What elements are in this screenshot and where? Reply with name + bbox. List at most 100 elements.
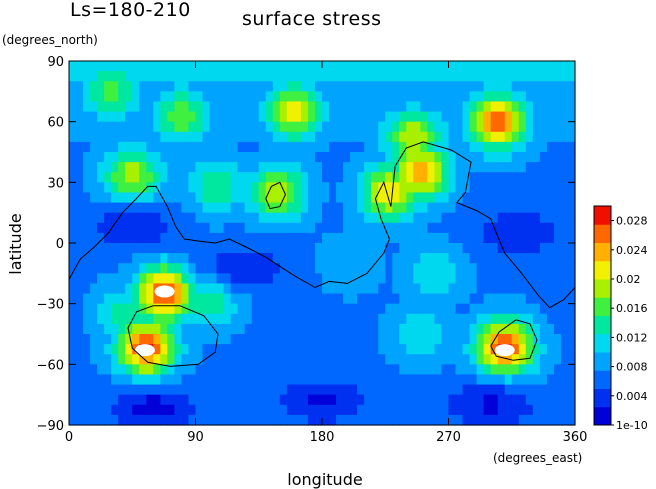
heatmap-cell bbox=[511, 323, 520, 335]
heatmap-cell bbox=[132, 313, 140, 325]
heatmap-cell bbox=[223, 172, 232, 183]
heatmap-cell bbox=[399, 91, 407, 103]
heatmap-cell bbox=[181, 243, 190, 254]
heatmap-cell bbox=[350, 263, 358, 274]
heatmap-cell bbox=[371, 243, 379, 254]
heatmap-cell bbox=[343, 394, 351, 406]
heatmap-cell bbox=[76, 212, 84, 224]
heatmap-cell bbox=[265, 101, 274, 113]
heatmap-cell bbox=[392, 131, 400, 143]
heatmap-cell bbox=[385, 354, 393, 365]
heatmap-cell bbox=[216, 192, 225, 204]
heatmap-cell bbox=[111, 131, 119, 143]
heatmap-cell bbox=[181, 111, 190, 123]
heatmap-cell bbox=[434, 91, 443, 103]
heatmap-cell bbox=[181, 141, 190, 153]
heatmap-cell bbox=[420, 253, 429, 264]
heatmap-cell bbox=[385, 243, 393, 254]
heatmap-cell bbox=[336, 313, 344, 325]
heatmap-cell bbox=[483, 414, 492, 426]
heatmap-cell bbox=[160, 131, 168, 143]
heatmap-cell bbox=[188, 283, 197, 295]
heatmap-cell bbox=[532, 182, 541, 194]
heatmap-cell bbox=[223, 222, 232, 234]
heatmap-cell bbox=[90, 303, 98, 315]
heatmap-cell bbox=[132, 243, 140, 254]
heatmap-cell bbox=[272, 364, 281, 376]
heatmap-cell bbox=[511, 111, 520, 123]
heatmap-cell bbox=[202, 243, 211, 254]
heatmap-cell bbox=[104, 344, 112, 355]
heatmap-cell bbox=[223, 384, 232, 396]
heatmap-cell bbox=[553, 414, 562, 426]
heatmap-cell bbox=[392, 172, 400, 183]
heatmap-cell bbox=[399, 212, 407, 224]
heatmap-cell bbox=[525, 293, 534, 305]
heatmap-cell bbox=[364, 293, 372, 305]
heatmap-cell bbox=[511, 232, 520, 244]
heatmap-cell bbox=[329, 162, 337, 173]
heatmap-cell bbox=[132, 71, 140, 82]
heatmap-cell bbox=[258, 354, 267, 365]
heatmap-cell bbox=[230, 384, 239, 396]
heatmap-cell bbox=[567, 232, 576, 244]
heatmap-cell bbox=[188, 192, 197, 204]
heatmap-cell bbox=[448, 162, 457, 173]
heatmap-cell bbox=[322, 263, 330, 274]
heatmap-cell bbox=[490, 374, 499, 386]
heatmap-cell bbox=[125, 232, 133, 244]
heatmap-cell bbox=[97, 344, 105, 355]
heatmap-cell bbox=[90, 263, 98, 274]
heatmap-cell bbox=[237, 152, 246, 163]
heatmap-cell bbox=[539, 394, 548, 406]
heatmap-cell bbox=[504, 202, 513, 214]
heatmap-cell bbox=[490, 404, 499, 416]
heatmap-cell bbox=[181, 253, 190, 264]
heatmap-cell bbox=[209, 323, 218, 335]
heatmap-cell bbox=[371, 273, 379, 285]
heatmap-cell bbox=[244, 323, 253, 335]
heatmap-cell bbox=[251, 394, 260, 406]
heatmap-cell bbox=[336, 121, 344, 133]
heatmap-cell bbox=[286, 81, 295, 92]
heatmap-cell bbox=[216, 313, 225, 325]
heatmap-cell bbox=[265, 404, 274, 416]
heatmap-cell bbox=[195, 192, 204, 204]
heatmap-cell bbox=[392, 222, 400, 234]
heatmap-cell bbox=[476, 222, 485, 234]
heatmap-cell bbox=[167, 293, 176, 305]
heatmap-cell bbox=[223, 364, 232, 376]
heatmap-cell bbox=[476, 323, 485, 335]
heatmap-cell bbox=[420, 131, 429, 143]
heatmap-cell bbox=[441, 293, 450, 305]
heatmap-cell bbox=[378, 172, 386, 183]
heatmap-cell bbox=[76, 172, 84, 183]
heatmap-cell bbox=[258, 263, 267, 274]
heatmap-cell bbox=[567, 182, 576, 194]
heatmap-cell bbox=[448, 364, 457, 376]
heatmap-cell bbox=[413, 303, 421, 315]
heatmap-cell bbox=[357, 81, 365, 92]
heatmap-cell bbox=[223, 253, 232, 264]
heatmap-cell bbox=[230, 263, 239, 274]
heatmap-cell bbox=[279, 111, 288, 123]
heatmap-cell bbox=[539, 313, 548, 325]
heatmap-cell bbox=[455, 111, 464, 123]
heatmap-cell bbox=[420, 404, 429, 416]
heatmap-cell bbox=[371, 303, 379, 315]
heatmap-cell bbox=[209, 152, 218, 163]
heatmap-cell bbox=[300, 121, 309, 133]
heatmap-cell bbox=[90, 293, 98, 305]
heatmap-cell bbox=[202, 172, 211, 183]
contour-olympus bbox=[265, 181, 287, 210]
heatmap-cell bbox=[511, 222, 520, 234]
heatmap-cell bbox=[146, 111, 154, 123]
heatmap-cell bbox=[434, 192, 443, 204]
heatmap-cell bbox=[392, 243, 400, 254]
heatmap-cell bbox=[518, 334, 527, 345]
chart-title: surface stress bbox=[242, 8, 382, 30]
heatmap-cell bbox=[272, 334, 281, 345]
heatmap-cell bbox=[448, 394, 457, 406]
heatmap-cell bbox=[139, 394, 147, 406]
heatmap-cell bbox=[104, 91, 112, 103]
